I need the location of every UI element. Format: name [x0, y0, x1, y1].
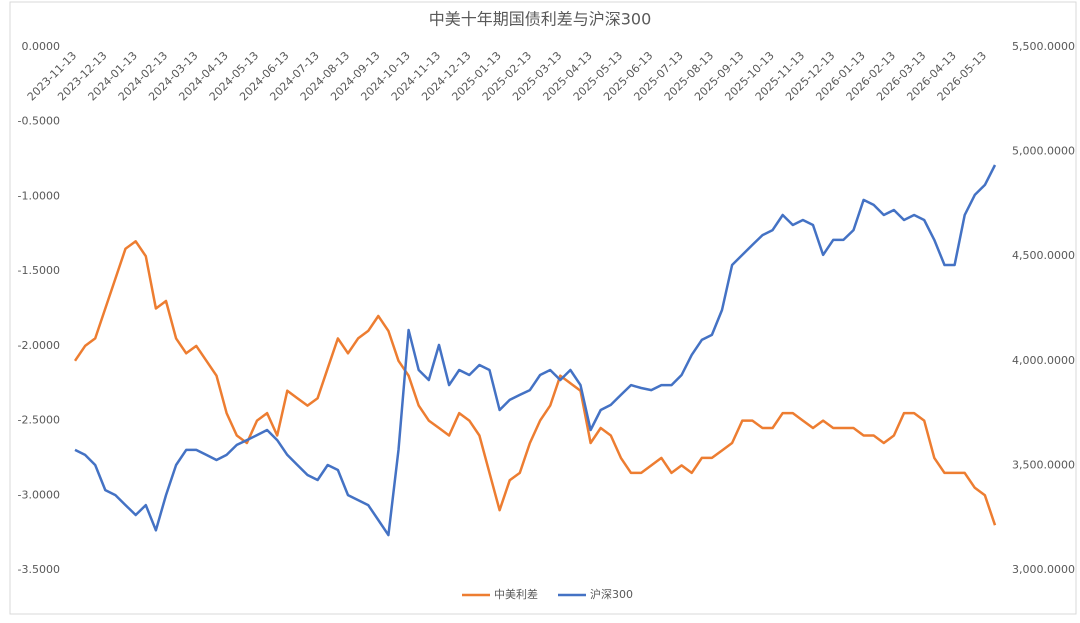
- series-line: [74, 164, 997, 537]
- y-tick-label: -1.5000: [18, 264, 60, 277]
- y-tick-label: -3.5000: [18, 563, 60, 576]
- legend-label: 中美利差: [494, 587, 538, 601]
- y-tick-label: -3.0000: [18, 488, 60, 501]
- y-tick-label: -0.5000: [18, 115, 60, 128]
- y2-tick-label: 4,500.0000: [1012, 249, 1075, 262]
- chart-title: 中美十年期国债利差与沪深300: [429, 10, 652, 29]
- y2-tick-label: 3,000.0000: [1012, 563, 1075, 576]
- y2-tick-label: 4,000.0000: [1012, 354, 1075, 367]
- y-tick-label: -2.0000: [18, 339, 60, 352]
- legend-label: 沪深300: [590, 587, 633, 601]
- y-tick-label: -1.0000: [18, 189, 60, 202]
- series-line: [73, 240, 997, 526]
- y2-tick-label: 5,500.0000: [1012, 40, 1075, 53]
- y2-tick-label: 5,000.0000: [1012, 145, 1075, 158]
- y-tick-label: 0.0000: [22, 40, 61, 53]
- y2-tick-label: 3,500.0000: [1012, 458, 1075, 471]
- y-tick-label: -2.5000: [18, 414, 60, 427]
- chart-frame: [9, 1, 1077, 615]
